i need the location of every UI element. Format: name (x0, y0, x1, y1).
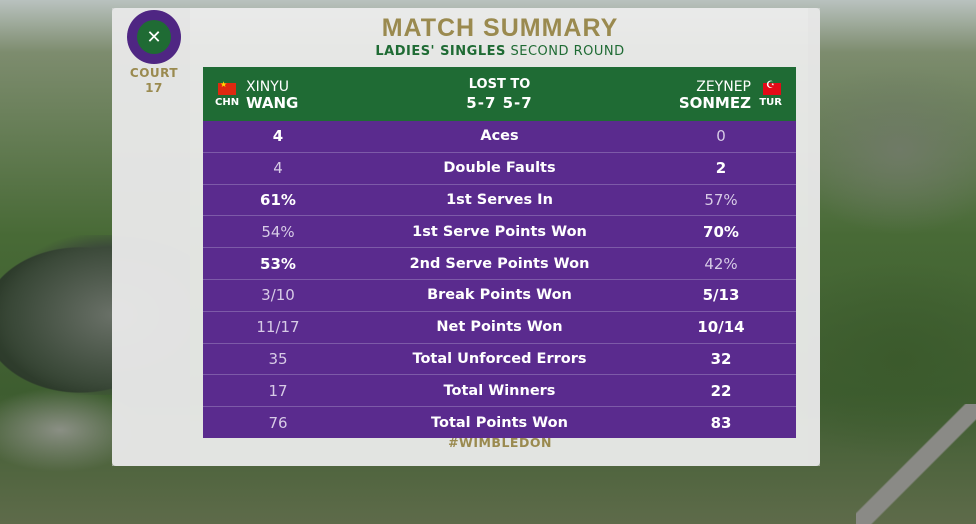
round-name: SECOND ROUND (510, 44, 625, 59)
stat-right-value: 32 (710, 349, 732, 368)
stat-left-value: 17 (268, 381, 288, 400)
stat-right-value: 22 (710, 381, 732, 400)
match-result: LOST TO 5-7 5-7 (203, 77, 796, 112)
stat-row-total-winners: 17 Total Winners 22 (203, 375, 796, 408)
stat-label: Net Points Won (436, 319, 563, 336)
stat-row-second-serve-points-won: 53% 2nd Serve Points Won 42% (203, 248, 796, 280)
stat-label: Total Winners (443, 382, 556, 399)
court-number: 17 (145, 81, 163, 95)
turkey-flag-icon (763, 80, 781, 95)
stat-row-first-serve-points-won: 54% 1st Serve Points Won 70% (203, 216, 796, 249)
stat-left-value: 4 (272, 127, 284, 146)
result-label: LOST TO (468, 77, 531, 92)
stat-right-value: 10/14 (697, 318, 745, 337)
stat-row-net-points-won: 11/17 Net Points Won 10/14 (203, 312, 796, 344)
right-player-first: ZEYNEP (696, 79, 751, 95)
match-score: 5-7 5-7 (466, 94, 533, 112)
stat-label: Double Faults (443, 160, 556, 177)
stat-left-value: 35 (268, 349, 288, 368)
stat-label: Aces (480, 128, 519, 145)
stat-right-value: 5/13 (702, 286, 740, 305)
stat-label: Break Points Won (427, 287, 572, 304)
stat-row-double-faults: 4 Double Faults 2 (203, 153, 796, 185)
crossed-rackets-icon: ✕ (137, 20, 171, 54)
stat-row-break-points-won: 3/10 Break Points Won 5/13 (203, 280, 796, 312)
stat-right-value: 70% (703, 222, 739, 241)
stat-label: 1st Serves In (446, 191, 553, 208)
road (856, 404, 976, 524)
right-player-last: SONMEZ (678, 94, 751, 112)
china-flag-icon (218, 80, 236, 95)
stat-row-first-serves-in: 61% 1st Serves In 57% (203, 185, 796, 217)
stat-left-value: 4 (273, 159, 283, 178)
stat-left-value: 76 (268, 413, 288, 432)
stat-label: Total Unforced Errors (412, 350, 587, 367)
stat-row-total-points-won: 76 Total Points Won 83 (203, 407, 796, 438)
hashtag: #WIMBLEDON (448, 435, 552, 450)
stat-right-value: 57% (704, 190, 738, 209)
panel-left-strip (112, 8, 190, 466)
page-title: MATCH SUMMARY (381, 14, 619, 42)
stat-left-value: 54% (261, 222, 295, 241)
stat-label: 1st Serve Points Won (412, 223, 587, 240)
match-header: CHN XINYU WANG LOST TO 5-7 5-7 ZEYNEP SO… (203, 67, 796, 121)
stats-table: 4 Aces 0 4 Double Faults 2 61% 1st Serve… (203, 121, 796, 438)
left-player-first: XINYU (246, 79, 289, 95)
stat-left-value: 3/10 (261, 286, 295, 305)
right-player-name: ZEYNEP SONMEZ (679, 79, 751, 111)
stat-left-value: 53% (260, 254, 296, 273)
court-word: COURT (129, 66, 179, 80)
stat-right-value: 42% (704, 254, 738, 273)
left-player-name: XINYU WANG (246, 79, 298, 111)
wimbledon-logo: ✕ (127, 10, 181, 64)
stat-label: Total Points Won (431, 414, 568, 431)
stat-row-unforced-errors: 35 Total Unforced Errors 32 (203, 344, 796, 376)
stat-left-value: 61% (260, 190, 296, 209)
stat-left-value: 11/17 (256, 318, 300, 337)
event-name: LADIES' SINGLES (375, 44, 506, 59)
court-label: COURT 17 (124, 66, 184, 96)
stat-right-value: 2 (715, 159, 727, 178)
right-country-code: TUR (759, 97, 782, 108)
left-country-code: CHN (215, 97, 240, 108)
panel-right-strip (808, 8, 820, 466)
stat-row-aces: 4 Aces 0 (203, 121, 796, 153)
left-player-last: WANG (246, 94, 299, 112)
event-subtitle: LADIES' SINGLES SECOND ROUND (190, 44, 810, 59)
stat-right-value: 0 (716, 127, 726, 146)
stat-label: 2nd Serve Points Won (409, 255, 590, 272)
stat-right-value: 83 (710, 413, 732, 432)
